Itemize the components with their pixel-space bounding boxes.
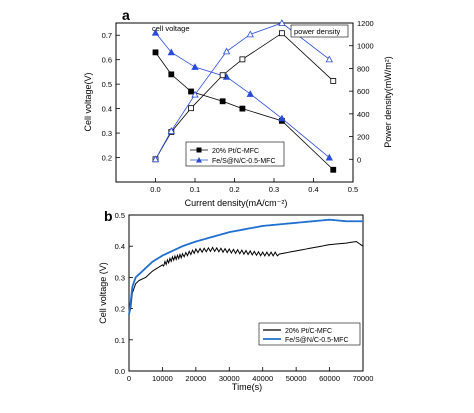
b-x-tick-label: 20000	[185, 374, 206, 383]
panel-a-y2-ticks: 0 200 400 600 800 1000 1200	[349, 19, 374, 164]
a-point-triangle	[151, 28, 160, 36]
a-point-triangle	[246, 30, 254, 38]
a-point-triangle	[278, 19, 286, 26]
legend-b-label-fes: Fe/S@N/C-0.5-MFC	[285, 337, 349, 344]
a-point-square	[330, 78, 337, 84]
panel-a-legend-box	[185, 141, 285, 167]
a-y-tick-label: 0.3	[102, 129, 112, 138]
panel-b-frame	[128, 214, 364, 372]
b-y-tick-label: 0.2	[115, 305, 125, 314]
a-y-tick-label: 0.7	[102, 31, 112, 40]
b-y-tick-label: 0.0	[115, 367, 125, 376]
b-x-tick-label: 70000	[353, 374, 374, 383]
b-x-tick-label: 30000	[219, 374, 240, 383]
panel-a-x-ticks: 0.0 0.1 0.2 0.3 0.4 0.5	[150, 178, 358, 194]
power-density-annotation: power density	[294, 27, 341, 36]
b-x-tick-label: 10000	[152, 374, 173, 383]
a-point-triangle	[191, 63, 199, 70]
a-y2-tick-label: 800	[357, 64, 370, 73]
a-point-triangle	[191, 90, 199, 98]
a-y2-tick-label: 600	[357, 87, 370, 96]
b-x-tick-label: 0	[127, 374, 131, 383]
a-y-tick-label: 0.5	[102, 80, 112, 89]
a-point-triangle	[167, 127, 175, 134]
a-series-line-2	[155, 32, 334, 160]
a-point-square	[330, 166, 337, 173]
a-series-line-1	[155, 32, 330, 158]
a-point-triangle	[325, 55, 333, 63]
a-x-tick-label: 0.4	[308, 185, 318, 194]
a-y2-tick-label: 400	[357, 110, 370, 119]
panel-a-y2-axis-title: Power density(mW/m²)	[383, 56, 393, 148]
a-y-tick-label: 0.6	[102, 56, 112, 65]
panel-b-x-axis-title: Time(s)	[232, 382, 262, 392]
a-y2-tick-label: 1000	[357, 42, 374, 51]
panel-b-legend-box	[258, 322, 361, 346]
a-point-triangle	[278, 114, 286, 122]
a-point-square	[152, 49, 159, 56]
b-y-tick-label: 0.3	[115, 273, 125, 282]
a-y2-tick-label: 200	[357, 133, 370, 142]
b-y-tick-label: 0.1	[115, 336, 125, 345]
b-series-line-1	[128, 218, 363, 315]
a-x-tick-label: 0.1	[190, 185, 200, 194]
panel-b: b 0 10000 20000 30000 40000 50000 60000 70000 0…	[98, 208, 373, 392]
cell-voltage-annotation: cell voltage	[152, 24, 190, 33]
power-density-annotation-box	[290, 24, 349, 38]
a-point-triangle	[222, 47, 231, 55]
panel-a-series	[151, 19, 337, 173]
panel-a-y-ticks: 0.2 0.3 0.4 0.5 0.6 0.7	[102, 31, 120, 163]
a-x-tick-label: 0.3	[269, 185, 279, 194]
panel-a-legend: 20% Pt/C-MFC Fe/S@N/C-0.5-MFC	[185, 141, 285, 167]
a-point-triangle	[246, 90, 254, 97]
a-x-tick-label: 0.2	[229, 185, 239, 194]
a-point-square	[188, 88, 194, 95]
a-point-triangle	[167, 48, 175, 56]
panel-a-letter: a	[122, 7, 130, 23]
a-y-tick-label: 0.4	[102, 105, 112, 114]
b-x-tick-label: 60000	[319, 374, 340, 383]
a-point-square	[168, 71, 175, 78]
panel-a: a 0.0 0.1 0.2 0.3 0.4 0.5 0.20.30.40.50.60.7 …	[83, 7, 393, 208]
a-point-square	[219, 72, 226, 79]
a-point-square	[278, 30, 285, 37]
panel-b-letter: b	[104, 208, 113, 224]
panel-b-x-ticks: 0 10000 20000 30000 40000 50000 60000 70000	[127, 367, 374, 383]
a-point-square	[188, 105, 194, 112]
panel-a-y-axis-title: Cell voltage(V)	[83, 72, 93, 131]
a-y2-tick-label: 1200	[357, 19, 374, 28]
a-y2-tick-label: 0	[357, 155, 361, 164]
a-y-tick-label: 0.2	[102, 154, 112, 163]
panel-b-legend: 20% Pt/C-MFC Fe/S@N/C-0.5-MFC	[258, 322, 361, 346]
b-x-tick-label: 50000	[286, 374, 307, 383]
panel-b-y-axis-title: Cell voltage (V)	[98, 262, 108, 324]
a-point-triangle	[151, 155, 160, 163]
b-y-tick-label: 0.4	[115, 242, 125, 251]
a-point-square	[239, 105, 246, 112]
legend-a-marker-pt	[196, 147, 202, 153]
a-series-line-3	[155, 22, 330, 160]
legend-a-marker-fes	[196, 157, 202, 163]
b-y-tick-label: 0.5	[115, 211, 125, 220]
panel-b-series	[128, 218, 364, 315]
b-x-tick-label: 40000	[252, 374, 273, 383]
a-point-square	[219, 98, 226, 105]
a-point-triangle	[325, 153, 333, 161]
a-x-tick-label: 0.5	[348, 185, 358, 194]
a-x-tick-label: 0.0	[150, 185, 160, 194]
legend-b-label-pt: 20% Pt/C-MFC	[285, 328, 332, 335]
panel-b-y-ticks: 0.0 0.1 0.2 0.3 0.4 0.5	[115, 211, 133, 376]
b-series-line-0	[128, 240, 364, 315]
legend-a-label-fes: Fe/S@N/C-0.5-MFC	[212, 158, 276, 165]
a-point-square	[239, 56, 246, 63]
panel-a-x-axis-title: Current density(mA/cm⁻²)	[185, 198, 288, 208]
legend-a-label-pt: 20% Pt/C-MFC	[212, 148, 259, 155]
